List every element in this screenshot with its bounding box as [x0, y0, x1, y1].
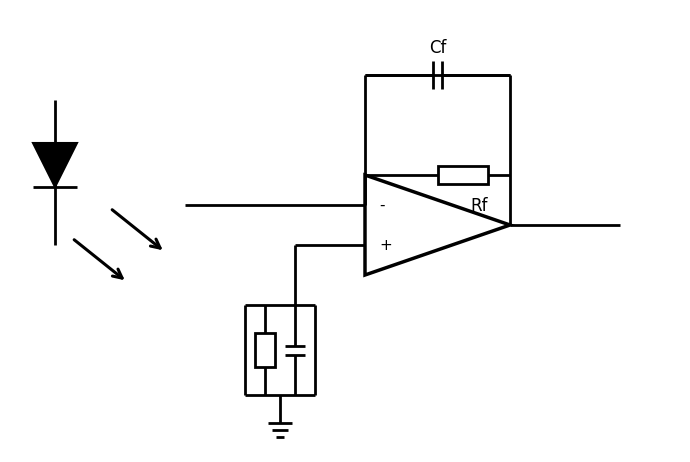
Text: Cf: Cf: [428, 39, 446, 57]
Polygon shape: [33, 143, 77, 187]
Bar: [437, 166, 488, 184]
Text: -: -: [379, 197, 384, 213]
Text: +: +: [379, 237, 392, 253]
Text: Rf: Rf: [471, 197, 488, 215]
Bar: [255, 333, 275, 367]
